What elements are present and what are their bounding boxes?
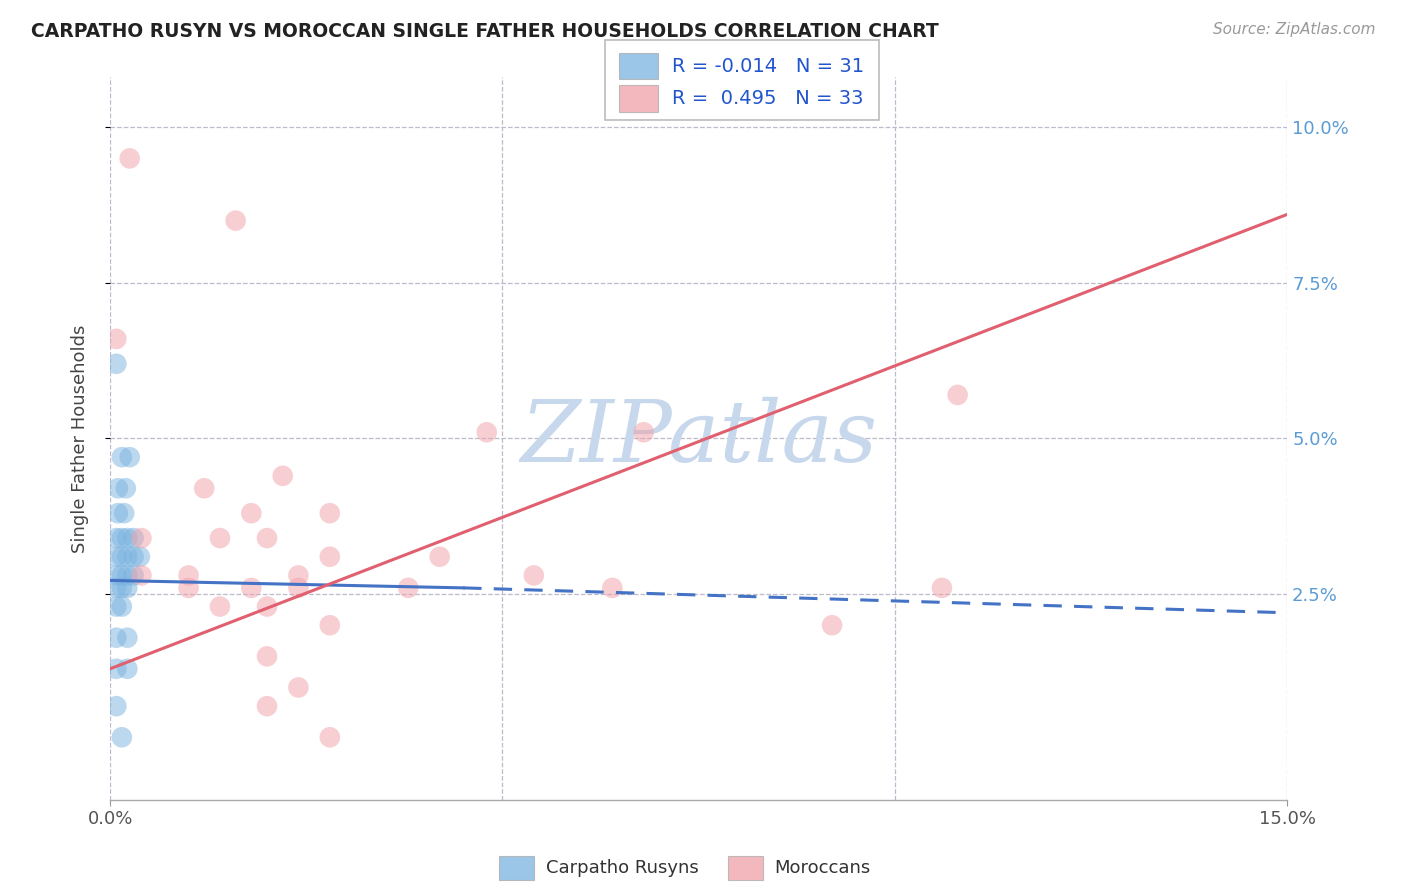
Point bbox=[429, 549, 451, 564]
Point bbox=[111, 549, 134, 564]
Point bbox=[105, 357, 128, 371]
Point bbox=[117, 568, 139, 582]
Point bbox=[111, 581, 134, 595]
Point bbox=[602, 581, 624, 595]
Point bbox=[287, 681, 309, 695]
Point bbox=[256, 531, 278, 545]
Point bbox=[256, 599, 278, 614]
Point bbox=[117, 631, 139, 645]
Point bbox=[117, 531, 139, 545]
Text: Carpatho Rusyns: Carpatho Rusyns bbox=[546, 859, 699, 877]
Point bbox=[319, 549, 342, 564]
Point bbox=[523, 568, 546, 582]
Point bbox=[319, 506, 342, 520]
Point bbox=[111, 450, 134, 465]
Text: ZIPatlas: ZIPatlas bbox=[520, 397, 877, 480]
Point bbox=[118, 450, 141, 465]
Point bbox=[112, 506, 135, 520]
Text: R = -0.014   N = 31: R = -0.014 N = 31 bbox=[672, 56, 865, 76]
Point bbox=[128, 549, 150, 564]
Point bbox=[240, 506, 263, 520]
Point bbox=[111, 599, 134, 614]
Point bbox=[396, 581, 419, 595]
Point bbox=[475, 425, 498, 440]
Point bbox=[931, 581, 953, 595]
Point bbox=[225, 213, 247, 227]
Point bbox=[111, 568, 134, 582]
Point bbox=[208, 531, 231, 545]
Point bbox=[240, 581, 263, 595]
Point bbox=[821, 618, 844, 632]
Point bbox=[177, 568, 200, 582]
Point bbox=[208, 599, 231, 614]
Text: CARPATHO RUSYN VS MOROCCAN SINGLE FATHER HOUSEHOLDS CORRELATION CHART: CARPATHO RUSYN VS MOROCCAN SINGLE FATHER… bbox=[31, 22, 939, 41]
Point bbox=[193, 481, 215, 495]
Point bbox=[105, 662, 128, 676]
Point bbox=[107, 506, 129, 520]
Point bbox=[319, 618, 342, 632]
Point bbox=[131, 531, 153, 545]
Point bbox=[105, 599, 128, 614]
Y-axis label: Single Father Households: Single Father Households bbox=[72, 325, 89, 553]
Point bbox=[105, 699, 128, 714]
Point bbox=[105, 581, 128, 595]
Point bbox=[118, 152, 141, 166]
Text: R =  0.495   N = 33: R = 0.495 N = 33 bbox=[672, 88, 863, 108]
Point bbox=[271, 468, 294, 483]
Point bbox=[256, 699, 278, 714]
Point bbox=[319, 731, 342, 745]
Point bbox=[122, 568, 145, 582]
Point bbox=[117, 662, 139, 676]
Point bbox=[117, 581, 139, 595]
Point bbox=[105, 631, 128, 645]
Point bbox=[105, 531, 128, 545]
Point bbox=[111, 731, 134, 745]
Text: Moroccans: Moroccans bbox=[775, 859, 870, 877]
Point bbox=[114, 481, 136, 495]
Point bbox=[633, 425, 655, 440]
Point bbox=[256, 649, 278, 664]
Point bbox=[177, 581, 200, 595]
Point bbox=[117, 549, 139, 564]
Point bbox=[287, 581, 309, 595]
Point bbox=[107, 481, 129, 495]
Point bbox=[131, 568, 153, 582]
Text: Source: ZipAtlas.com: Source: ZipAtlas.com bbox=[1212, 22, 1375, 37]
Point bbox=[122, 531, 145, 545]
Point bbox=[287, 568, 309, 582]
Point bbox=[105, 332, 128, 346]
Point bbox=[105, 549, 128, 564]
Point bbox=[105, 568, 128, 582]
Point bbox=[111, 531, 134, 545]
Point bbox=[946, 388, 969, 402]
Point bbox=[122, 549, 145, 564]
